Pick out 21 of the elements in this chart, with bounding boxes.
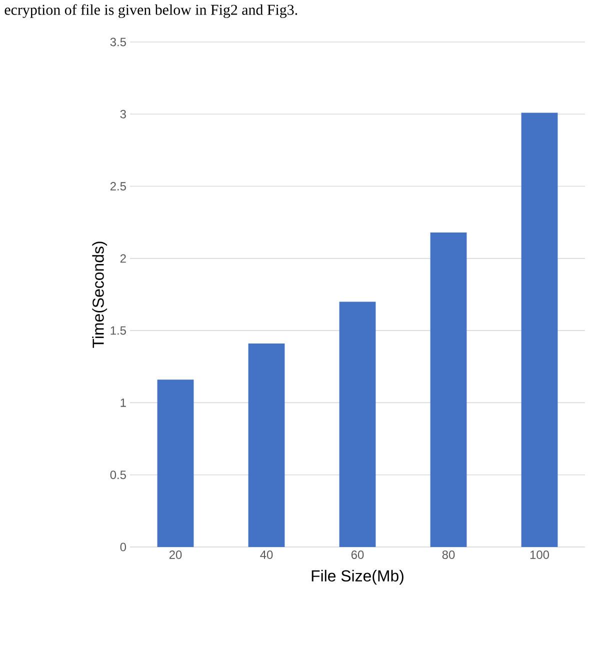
x-tick-label: 40 (260, 550, 273, 559)
x-tick-label: 20 (169, 550, 182, 559)
x-tick-label: 100 (530, 550, 550, 559)
y-tick-label: 3.5 (110, 38, 126, 46)
y-tick-label: 0.5 (110, 470, 126, 480)
bar (248, 344, 285, 547)
text: ecryption of file is given below in Fig2 and Fig3. (4, 4, 298, 18)
y-tick-label: 2 (120, 254, 126, 263)
bar (339, 302, 376, 547)
y-tick-label: 1 (120, 398, 126, 407)
y-tick-label: 2.5 (110, 182, 126, 191)
y-tick-label: 1.5 (110, 326, 126, 335)
x-axis-title: File Size(Mb) (312, 570, 404, 585)
bar (430, 232, 467, 547)
x-tick-label: 80 (442, 550, 455, 559)
bar (157, 380, 194, 547)
bar (521, 112, 558, 547)
y-axis-title: Time(Seconds) (92, 242, 108, 348)
x-tick-label: 60 (351, 550, 364, 559)
y-tick-label: 0 (120, 542, 126, 552)
y-tick-label: 3 (120, 110, 126, 118)
